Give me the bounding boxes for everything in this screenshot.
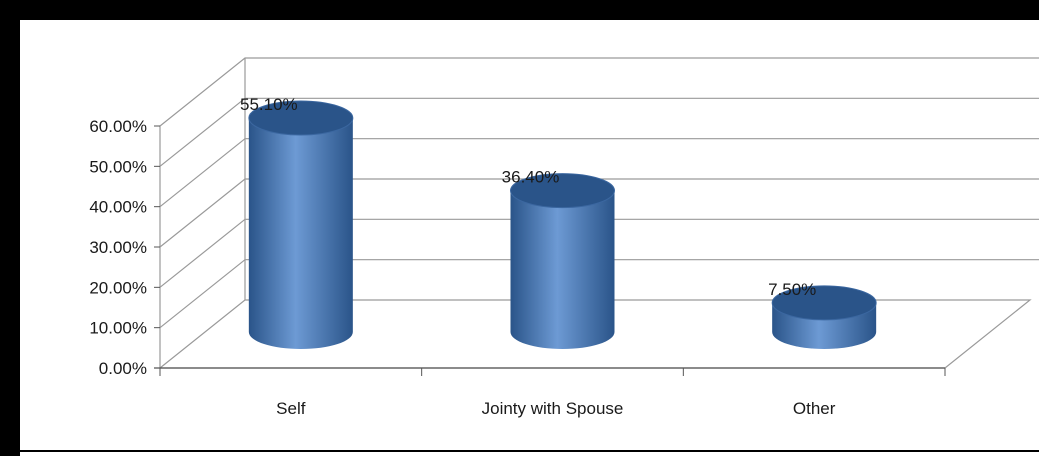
gridline [159,178,1039,248]
y-tick-labels: 0.00% 10.00% 20.00% 30.00% 40.00% 50.00% 60.00… [89,117,147,378]
x-category-labels: Self Jointy with Spouse Other [276,399,836,418]
category-label: Jointy with Spouse [482,399,624,418]
data-label: 7.50% [768,280,816,299]
bar-2 [510,173,615,349]
y-tick-label: 50.00% [89,157,147,176]
gridline [159,138,1039,208]
data-label: 36.40% [502,168,560,187]
y-tick-label: 60.00% [89,117,147,136]
gridlines [159,57,1039,329]
y-tick-label: 30.00% [89,238,147,257]
y-tick-label: 20.00% [89,278,147,297]
data-labels: 55.10% 36.40% 7.50% [240,95,816,299]
gridline [159,97,1039,167]
bar-1 [248,100,354,349]
frame-top [0,0,1039,20]
frame-bottom-line [20,450,1039,452]
category-label: Other [793,399,836,418]
bar-body [510,190,615,349]
bar-top [510,173,615,209]
gridline [159,218,1039,288]
bar-top [248,100,354,136]
bar-top [771,285,877,321]
gridline [159,57,1039,127]
gridline [159,259,1039,329]
data-label: 55.10% [240,95,298,114]
y-tick-label: 40.00% [89,198,147,217]
axis [154,125,946,376]
y-tick-label: 0.00% [99,359,147,378]
frame-left [0,0,20,456]
bar-body [248,118,353,349]
category-label: Self [276,399,306,418]
bar-3 [771,285,877,349]
bars [248,100,877,349]
y-tick-label: 10.00% [89,319,147,338]
